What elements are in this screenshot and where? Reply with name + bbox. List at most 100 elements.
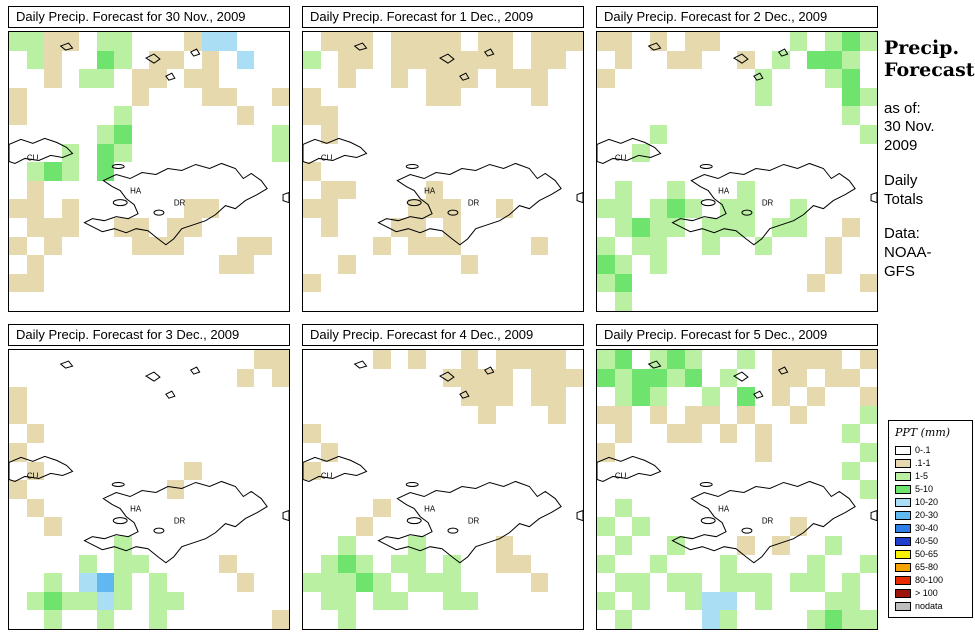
grid-cell xyxy=(338,143,356,163)
grid-cell xyxy=(9,292,27,311)
grid-cell xyxy=(842,162,860,181)
grid-cell xyxy=(114,573,132,592)
grid-cell xyxy=(166,573,184,592)
grid-cell xyxy=(530,218,548,237)
grid-cell xyxy=(789,180,807,200)
tortuga-island xyxy=(405,481,419,487)
grid-cell xyxy=(702,50,720,70)
grid-cell xyxy=(373,180,391,200)
grid-cell xyxy=(355,292,373,311)
grid-cell xyxy=(443,69,461,88)
grid-cell xyxy=(9,443,27,462)
grid-cell xyxy=(842,87,860,107)
forecast-panels: Daily Precip. Forecast for 30 Nov., 2009… xyxy=(8,6,878,630)
grid-cell xyxy=(61,368,79,388)
grid-cell xyxy=(443,180,461,200)
grid-cell xyxy=(425,536,443,555)
grid-cell xyxy=(320,573,338,592)
grid-cell xyxy=(684,480,702,499)
grid-cell xyxy=(131,50,149,70)
grid-cell xyxy=(219,368,237,388)
cuba-coastline xyxy=(9,455,74,483)
grid-cell xyxy=(96,255,114,274)
grid-cell xyxy=(149,387,167,406)
grid-cell xyxy=(320,554,338,574)
grid-cell xyxy=(754,573,772,592)
grid-cell xyxy=(390,292,408,311)
grid-cell xyxy=(737,236,755,256)
grid-cell xyxy=(149,255,167,274)
grid-cell xyxy=(824,218,842,237)
grid-cell xyxy=(114,69,132,88)
grid-cell xyxy=(338,50,356,70)
grid-cell xyxy=(772,199,790,218)
grid-cell xyxy=(355,236,373,256)
grid-cell xyxy=(201,50,219,70)
grid-cell xyxy=(859,591,877,611)
grid-cell xyxy=(61,255,79,274)
grid-cell xyxy=(495,125,513,144)
grid-cell xyxy=(859,498,877,518)
grid-cell xyxy=(96,554,114,574)
grid-cell xyxy=(495,273,513,293)
grid-cell xyxy=(254,292,272,311)
grid-cell xyxy=(789,554,807,574)
data-source-label: Data: xyxy=(884,225,920,243)
grid-cell xyxy=(842,350,860,369)
grid-cell xyxy=(114,273,132,293)
grid-cell xyxy=(44,180,62,200)
grid-cell xyxy=(131,387,149,406)
grid-cell xyxy=(719,517,737,536)
grid-cell xyxy=(79,125,97,144)
grid-cell xyxy=(667,273,685,293)
grid-cell xyxy=(408,87,426,107)
grid-cell xyxy=(320,387,338,406)
grid-cell xyxy=(254,87,272,107)
grid-cell xyxy=(719,461,737,481)
grid-cell xyxy=(460,125,478,144)
grid-cell xyxy=(303,180,321,200)
legend-label: 30-40 xyxy=(915,523,939,533)
grid-cell xyxy=(320,180,338,200)
grid-cell xyxy=(565,424,583,443)
grid-cell xyxy=(114,350,132,369)
grid-cell xyxy=(236,236,254,256)
grid-cell xyxy=(548,573,566,592)
grid-cell xyxy=(373,292,391,311)
grid-cell xyxy=(597,573,615,592)
grid-cell xyxy=(9,50,27,70)
grid-cell xyxy=(772,554,790,574)
grid-cell xyxy=(667,218,685,237)
legend-label: 10-20 xyxy=(915,497,939,507)
grid-cell xyxy=(425,273,443,293)
grid-cell xyxy=(254,236,272,256)
grid-cell xyxy=(303,573,321,592)
grid-cell xyxy=(684,218,702,237)
grid-cell xyxy=(184,424,202,443)
grid-cell xyxy=(460,180,478,200)
grid-cell xyxy=(131,443,149,462)
grid-cell xyxy=(632,162,650,181)
grid-cell xyxy=(338,517,356,536)
grid-cell xyxy=(9,162,27,181)
grid-cell xyxy=(373,50,391,70)
grid-cell xyxy=(754,517,772,536)
grid-cell xyxy=(425,350,443,369)
grid-cell xyxy=(702,350,720,369)
grid-cell xyxy=(702,143,720,163)
hispaniola-coastline xyxy=(671,480,856,564)
grid-cell xyxy=(61,199,79,218)
grid-cell xyxy=(478,498,496,518)
grid-cell xyxy=(565,50,583,70)
grid-cell xyxy=(149,50,167,70)
grid-cell xyxy=(495,32,513,51)
grid-cell xyxy=(44,424,62,443)
grid-cell xyxy=(649,368,667,388)
country-label: CU xyxy=(321,471,333,480)
border-lake xyxy=(447,527,459,534)
grid-cell xyxy=(842,236,860,256)
grid-cell xyxy=(513,199,531,218)
grid-cell xyxy=(320,424,338,443)
grid-cell xyxy=(513,424,531,443)
